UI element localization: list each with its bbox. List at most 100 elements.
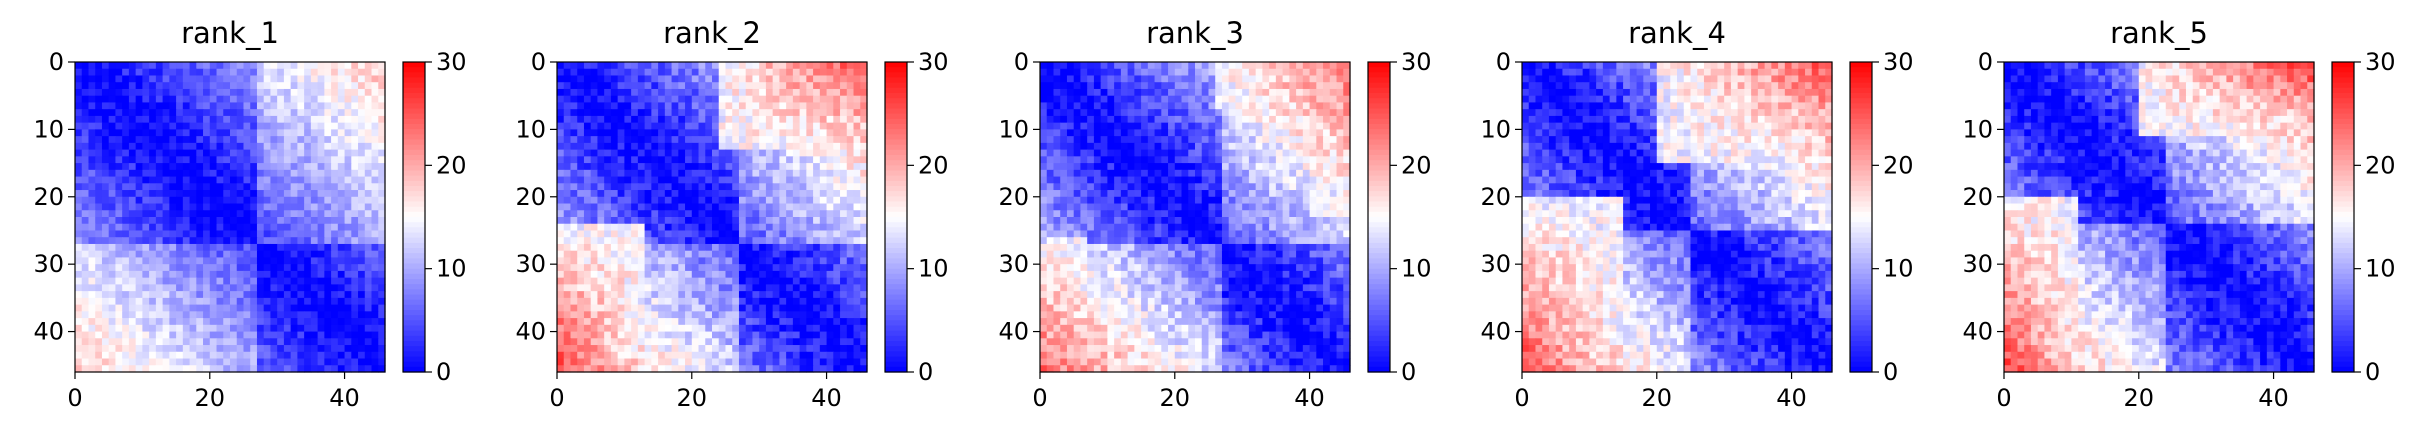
heatmap-cell: [826, 176, 834, 184]
heatmap-cell: [1289, 95, 1297, 104]
heatmap-cell: [331, 230, 339, 238]
heatmap-cell: [604, 210, 612, 218]
heatmap-cell: [122, 129, 130, 137]
heatmap-cell: [162, 210, 170, 218]
heatmap-cell: [337, 318, 346, 326]
heatmap-cell: [236, 129, 245, 137]
heatmap-cell: [378, 176, 386, 184]
heatmap-cell: [189, 237, 197, 245]
heatmap-cell: [610, 136, 619, 144]
heatmap-cell: [88, 156, 96, 164]
heatmap-cell: [122, 109, 130, 117]
heatmap-cell: [290, 129, 298, 137]
heatmap-cell: [718, 243, 727, 252]
heatmap-cell: [1093, 95, 1102, 104]
heatmap-cell: [1087, 122, 1095, 130]
heatmap-cell: [840, 250, 848, 259]
heatmap-cell: [597, 217, 605, 225]
heatmap-cell: [270, 196, 278, 205]
heatmap-cell: [577, 297, 585, 306]
heatmap-cell: [236, 109, 245, 117]
heatmap-cell: [745, 156, 754, 164]
heatmap-cell: [1289, 88, 1297, 97]
heatmap-cell: [631, 351, 639, 360]
heatmap-cell: [1114, 142, 1122, 151]
heatmap-cell: [752, 190, 760, 198]
heatmap-cell: [617, 109, 625, 117]
colorbar-segment: [885, 191, 907, 197]
heatmap-cell: [155, 190, 164, 198]
heatmap-cell: [75, 270, 83, 279]
heatmap-cell: [1066, 75, 1075, 83]
heatmap-cell: [597, 136, 605, 144]
colorbar-segment: [403, 201, 425, 208]
heatmap-cell: [644, 62, 652, 70]
heatmap-cell: [806, 338, 814, 346]
heatmap-cell: [297, 88, 305, 97]
heatmap-cell: [331, 68, 339, 77]
heatmap-cell: [250, 217, 258, 225]
heatmap-cell: [1134, 68, 1142, 77]
colorbar-segment: [403, 325, 425, 332]
heatmap-cell: [651, 136, 659, 144]
heatmap-cell: [590, 257, 599, 265]
heatmap-cell: [1087, 88, 1095, 97]
heatmap-cell: [351, 190, 359, 198]
heatmap-cell: [1269, 122, 1277, 130]
heatmap-cell: [745, 136, 754, 144]
heatmap-cell: [169, 210, 177, 218]
heatmap-cell: [846, 331, 855, 339]
heatmap-cell: [637, 122, 646, 130]
heatmap-cell: [860, 338, 868, 346]
heatmap-cell: [108, 338, 117, 346]
heatmap-cell: [671, 297, 679, 306]
heatmap-cell: [570, 284, 578, 292]
heatmap-cell: [256, 345, 265, 353]
heatmap-cell: [304, 250, 312, 259]
heatmap-cell: [256, 68, 265, 77]
heatmap-cell: [75, 217, 83, 225]
heatmap-cell: [297, 284, 305, 292]
heatmap-cell: [75, 176, 83, 184]
heatmap-cell: [813, 237, 821, 245]
heatmap-cell: [597, 358, 605, 366]
heatmap-cell: [651, 230, 659, 238]
heatmap-cell: [840, 176, 848, 184]
heatmap-cell: [846, 149, 855, 157]
heatmap-cell: [1248, 75, 1257, 83]
heatmap-cell: [1208, 129, 1216, 137]
heatmap-cell: [149, 297, 157, 306]
heatmap-cell: [563, 149, 572, 157]
heatmap-cell: [698, 136, 706, 144]
heatmap-cell: [108, 365, 117, 373]
heatmap-cell: [644, 311, 652, 319]
heatmap-cell: [364, 358, 373, 366]
heatmap-cell: [610, 62, 619, 70]
heatmap-cell: [115, 345, 123, 353]
heatmap-cell: [270, 264, 278, 272]
heatmap-cell: [128, 243, 137, 252]
heatmap-cell: [371, 122, 379, 130]
heatmap-cell: [155, 102, 164, 110]
heatmap-cell: [290, 176, 298, 184]
heatmap-cell: [678, 277, 686, 285]
heatmap-cell: [223, 109, 231, 117]
heatmap-cell: [209, 102, 218, 110]
heatmap-cell: [765, 324, 774, 333]
heatmap-cell: [691, 237, 700, 245]
heatmap-cell: [364, 264, 373, 272]
heatmap-cell: [182, 311, 191, 319]
heatmap-cell: [664, 136, 673, 144]
heatmap-cell: [846, 270, 855, 279]
heatmap-cell: [860, 210, 868, 218]
heatmap-cell: [577, 75, 585, 83]
heatmap-cell: [378, 230, 386, 238]
heatmap-cell: [169, 284, 177, 292]
heatmap-cell: [304, 351, 312, 360]
heatmap-cell: [364, 115, 373, 124]
heatmap-cell: [283, 304, 292, 312]
heatmap-cell: [772, 324, 780, 333]
heatmap-cell: [371, 277, 379, 285]
heatmap-cell: [712, 156, 720, 164]
heatmap-cell: [304, 324, 312, 333]
